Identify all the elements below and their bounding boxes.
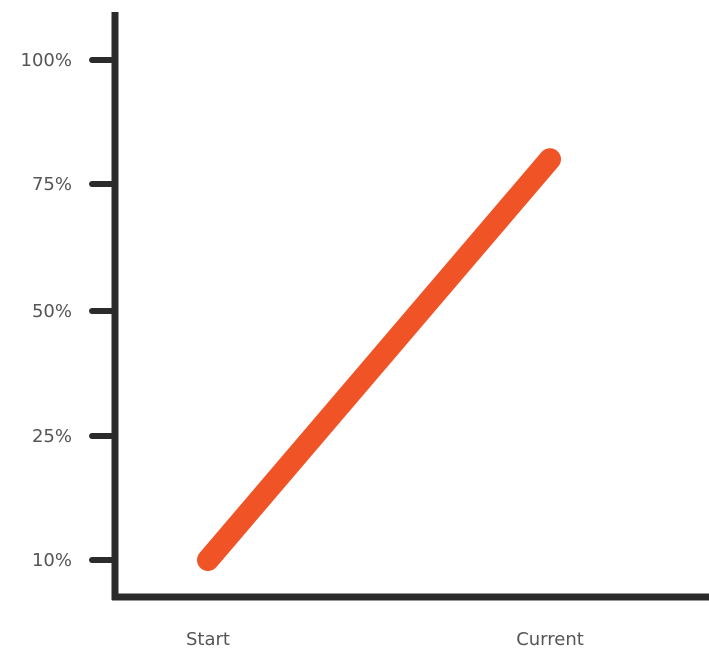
x-axis-labels: Start Current <box>186 629 584 650</box>
y-tick-label: 100% <box>21 50 72 71</box>
series-line <box>197 148 561 571</box>
series-lines <box>197 148 561 571</box>
x-category-label: Start <box>186 629 230 650</box>
y-axis-ticks: 10% 25% 50% 75% 100% <box>21 50 118 571</box>
y-tick-label: 50% <box>32 301 72 322</box>
y-tick-label: 10% <box>32 550 72 571</box>
x-category-label: Current <box>516 629 584 650</box>
y-tick-label: 25% <box>32 426 72 447</box>
y-tick-label: 75% <box>32 174 72 195</box>
